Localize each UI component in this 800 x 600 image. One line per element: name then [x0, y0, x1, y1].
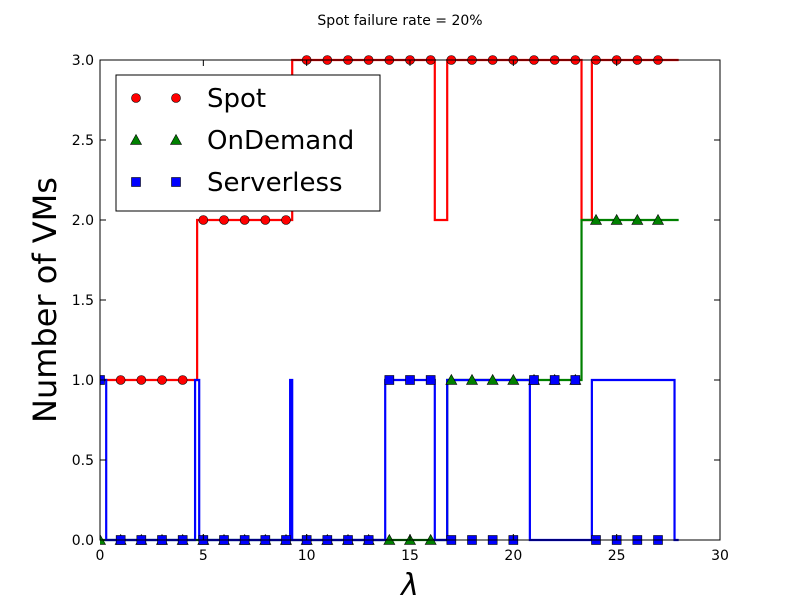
legend-marker-serverless [131, 177, 141, 187]
y-tick-label: 0.0 [72, 533, 94, 549]
x-tick-label: 5 [199, 548, 208, 564]
legend-marker-ondemand [129, 133, 143, 145]
legend-marker-serverless [171, 177, 181, 187]
data-point-spot [157, 375, 167, 385]
data-point-spot [136, 375, 147, 385]
legend-item-serverless: Serverless [131, 168, 343, 198]
data-point-spot [115, 375, 126, 385]
y-tick-label: 0.5 [72, 453, 94, 469]
data-point-serverless [570, 375, 581, 385]
x-tick-label: 15 [401, 548, 419, 564]
legend-item-ondemand: OnDemand [129, 126, 354, 156]
x-axis-label: λ [399, 568, 419, 600]
chart-title: Spot failure rate = 20% [317, 13, 482, 29]
data-point-spot [281, 215, 291, 225]
x-tick-label: 0 [96, 548, 105, 564]
axis-ticks: 0 5 10 15 20 25 30 0.0 0.5 1.0 1.5 2.0 2.5 3.0 [72, 53, 729, 564]
legend-marker-spot [131, 93, 141, 103]
data-point-ondemand [445, 373, 458, 385]
y-tick-label: 2.5 [72, 133, 94, 149]
data-point-serverless [549, 375, 560, 385]
data-point-spot [239, 215, 250, 225]
data-point-ondemand [610, 213, 623, 225]
data-point-spot [260, 215, 271, 225]
legend-item-spot: Spot [131, 84, 266, 114]
y-axis-label: Number of VMs [26, 177, 64, 423]
legend-label-serverless: Serverless [207, 168, 343, 198]
x-tick-label: 30 [711, 548, 729, 564]
legend-box [115, 74, 381, 212]
data-point-ondemand [507, 373, 520, 385]
legend-label-spot: Spot [207, 84, 266, 114]
data-point-spot [198, 215, 209, 225]
x-tick-label: 10 [298, 548, 316, 564]
data-point-serverless [529, 375, 539, 385]
data-point-spot [219, 215, 229, 225]
legend-marker-spot [171, 93, 181, 103]
data-point-ondemand [589, 213, 603, 225]
y-tick-label: 1.5 [72, 293, 94, 309]
y-tick-label: 3.0 [72, 53, 94, 69]
data-point-ondemand [383, 533, 396, 545]
data-point-ondemand [631, 213, 644, 225]
data-point-spot [177, 375, 188, 385]
legend-marker-ondemand [169, 133, 183, 145]
data-point-ondemand [424, 533, 437, 545]
data-point-serverless [405, 375, 415, 385]
data-point-serverless [425, 375, 436, 385]
x-tick-label: 20 [504, 548, 522, 564]
data-point-serverless [384, 375, 395, 385]
x-tick-label: 25 [608, 548, 626, 564]
data-point-ondemand [651, 213, 665, 225]
y-tick-label: 2.0 [72, 213, 94, 229]
y-tick-label: 1.0 [72, 373, 94, 389]
legend: Spot OnDemand Serverless [115, 74, 381, 212]
series-line-serverless [100, 378, 679, 542]
data-point-ondemand [486, 373, 499, 385]
data-point-ondemand [465, 373, 479, 385]
legend-label-ondemand: OnDemand [207, 126, 354, 156]
data-point-ondemand [100, 533, 107, 545]
